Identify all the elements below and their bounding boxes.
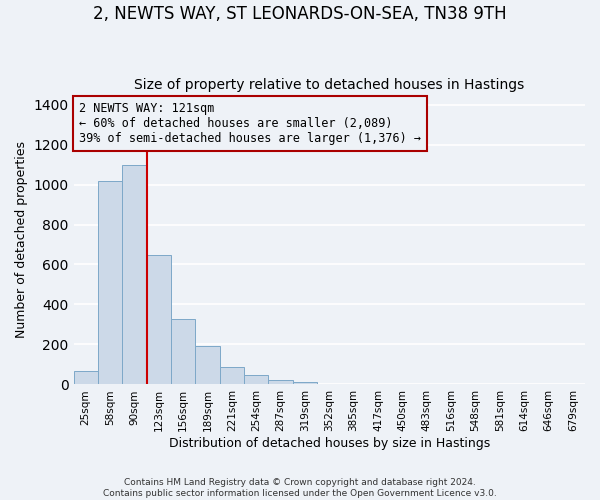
- Bar: [98, 180, 122, 384]
- Bar: [268, 380, 293, 384]
- Bar: [220, 368, 244, 384]
- Bar: [171, 320, 196, 384]
- Bar: [293, 382, 317, 384]
- X-axis label: Distribution of detached houses by size in Hastings: Distribution of detached houses by size …: [169, 437, 490, 450]
- Bar: [122, 164, 146, 384]
- Bar: [244, 375, 268, 384]
- Bar: [146, 254, 171, 384]
- Text: 2 NEWTS WAY: 121sqm
← 60% of detached houses are smaller (2,089)
39% of semi-det: 2 NEWTS WAY: 121sqm ← 60% of detached ho…: [79, 102, 421, 145]
- Y-axis label: Number of detached properties: Number of detached properties: [15, 141, 28, 338]
- Text: Contains HM Land Registry data © Crown copyright and database right 2024.
Contai: Contains HM Land Registry data © Crown c…: [103, 478, 497, 498]
- Bar: [196, 346, 220, 385]
- Text: 2, NEWTS WAY, ST LEONARDS-ON-SEA, TN38 9TH: 2, NEWTS WAY, ST LEONARDS-ON-SEA, TN38 9…: [93, 5, 507, 23]
- Bar: [74, 372, 98, 384]
- Title: Size of property relative to detached houses in Hastings: Size of property relative to detached ho…: [134, 78, 524, 92]
